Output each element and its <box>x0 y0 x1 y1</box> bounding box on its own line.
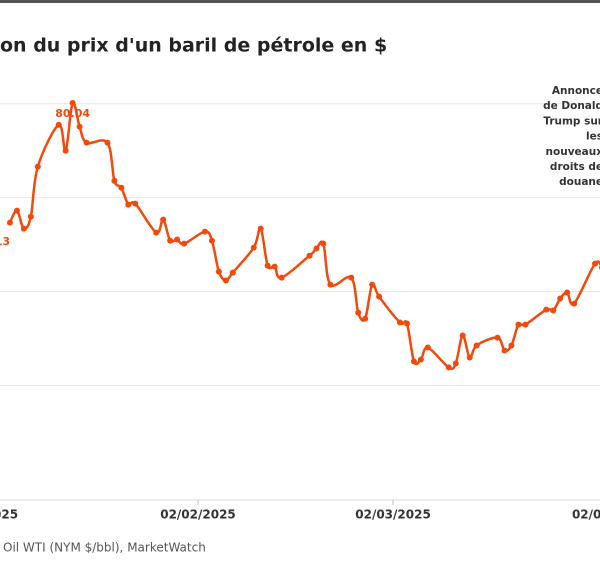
data-point <box>459 332 466 339</box>
data-point <box>376 293 383 300</box>
annotation: de Donald <box>543 100 600 112</box>
data-point <box>473 342 480 349</box>
data-point <box>13 207 20 214</box>
x-tick-label: 2025 <box>0 508 18 522</box>
data-point <box>348 274 355 281</box>
data-point <box>229 269 236 276</box>
data-point <box>111 177 118 184</box>
data-point <box>592 260 599 267</box>
data-point <box>76 123 83 130</box>
data-point <box>445 364 452 371</box>
annotation: Trump sur <box>543 115 600 127</box>
annotation: 13 <box>0 235 10 248</box>
data-point <box>208 237 215 244</box>
source: Oil WTI (NYM $/bbl), MarketWatch <box>3 541 206 555</box>
data-point <box>417 356 424 363</box>
data-point <box>167 237 174 244</box>
data-point <box>501 347 508 354</box>
data-point <box>132 200 139 207</box>
data-point <box>257 225 264 232</box>
x-tick-label: 02/0 <box>572 508 600 522</box>
annotation: nouveaux <box>546 146 600 158</box>
data-point <box>62 147 69 154</box>
data-point <box>69 100 76 107</box>
data-point <box>215 268 222 275</box>
data-point <box>327 281 334 288</box>
data-point <box>250 244 257 251</box>
data-point <box>181 240 188 247</box>
data-point <box>466 354 473 361</box>
data-point <box>362 315 369 322</box>
data-point <box>55 121 62 128</box>
data-point <box>160 216 167 223</box>
data-point <box>313 245 320 252</box>
data-point <box>222 277 229 284</box>
data-point <box>508 342 515 349</box>
data-point <box>564 289 571 296</box>
value-label: 80.04 <box>55 107 90 120</box>
x-tick-label: 02/02/2025 <box>160 508 236 522</box>
price-line <box>8 101 600 370</box>
data-point <box>278 274 285 281</box>
x-tick-label: 02/03/2025 <box>355 508 431 522</box>
data-point <box>34 163 41 170</box>
data-point <box>83 139 90 146</box>
data-point <box>543 306 550 313</box>
data-point <box>424 344 431 351</box>
data-point <box>118 184 125 191</box>
chart-title: on du prix d'un baril de pétrole en $ <box>0 35 387 57</box>
data-point <box>306 252 313 259</box>
data-point <box>494 334 501 341</box>
data-point <box>201 228 208 235</box>
data-point <box>571 300 578 307</box>
data-point <box>271 263 278 270</box>
data-point <box>550 307 557 314</box>
annotation: Annonce <box>552 85 600 97</box>
data-point <box>403 320 410 327</box>
data-point <box>6 219 13 226</box>
data-point <box>20 225 27 232</box>
data-point <box>104 139 111 146</box>
data-point <box>515 321 522 328</box>
data-point <box>125 201 132 208</box>
data-point <box>27 213 34 220</box>
data-point <box>369 281 376 288</box>
annotation: les <box>586 131 600 143</box>
data-point <box>174 236 181 243</box>
annotation: douane <box>559 176 600 188</box>
data-point <box>153 229 160 236</box>
data-point <box>264 262 271 269</box>
data-point <box>397 319 403 326</box>
top-bar <box>0 0 600 3</box>
data-point <box>452 360 459 367</box>
data-point <box>522 321 529 328</box>
data-point <box>557 295 564 302</box>
data-point <box>355 309 362 316</box>
annotation: droits de <box>550 161 600 173</box>
data-point <box>320 240 327 247</box>
data-point <box>410 358 417 365</box>
